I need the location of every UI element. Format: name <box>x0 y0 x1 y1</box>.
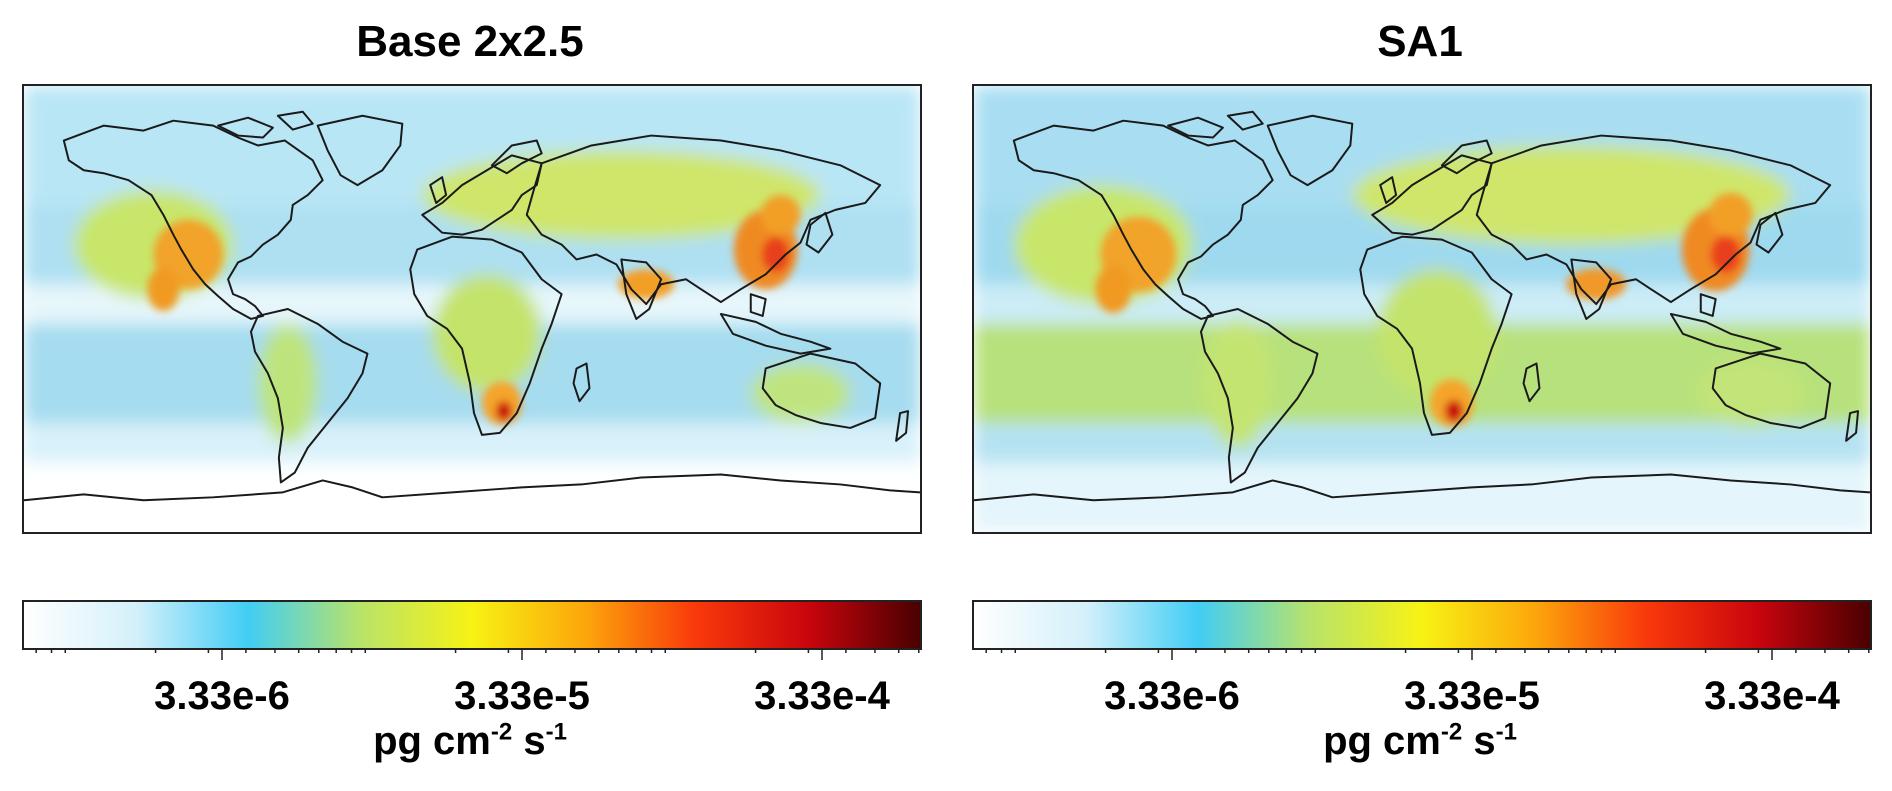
colorbar-tick-label: 3.33e-4 <box>754 674 890 718</box>
world-map <box>22 84 922 534</box>
colorbar-tick-label: 3.33e-5 <box>454 674 590 718</box>
map-panel-base: Base 2x2.5 3.33e-6 3.33e-5 3.33e-4 pg cm… <box>10 0 930 791</box>
flux-map-svg <box>24 86 920 532</box>
colorbar-ticks <box>972 648 1872 664</box>
colorbar-tick-label: 3.33e-6 <box>154 674 290 718</box>
panel-title: SA1 <box>1377 17 1463 66</box>
colorbar-tick-label: 3.33e-4 <box>1704 674 1840 718</box>
map-panel-sa1: SA1 3.33e-6 3.33e-5 3.33e-4 pg cm-2 s-1 <box>960 0 1880 791</box>
flux-map-svg <box>974 86 1870 532</box>
colorbar-tick-label: 3.33e-5 <box>1404 674 1540 718</box>
world-map <box>972 84 1872 534</box>
colorbar-units: pg cm-2 s-1 <box>1323 718 1517 763</box>
colorbar-tick-label: 3.33e-6 <box>1104 674 1240 718</box>
colorbar-units: pg cm-2 s-1 <box>373 718 567 763</box>
colorbar <box>972 600 1872 650</box>
colorbar <box>22 600 922 650</box>
colorbar-ticks <box>22 648 922 664</box>
panel-title: Base 2x2.5 <box>356 17 584 66</box>
